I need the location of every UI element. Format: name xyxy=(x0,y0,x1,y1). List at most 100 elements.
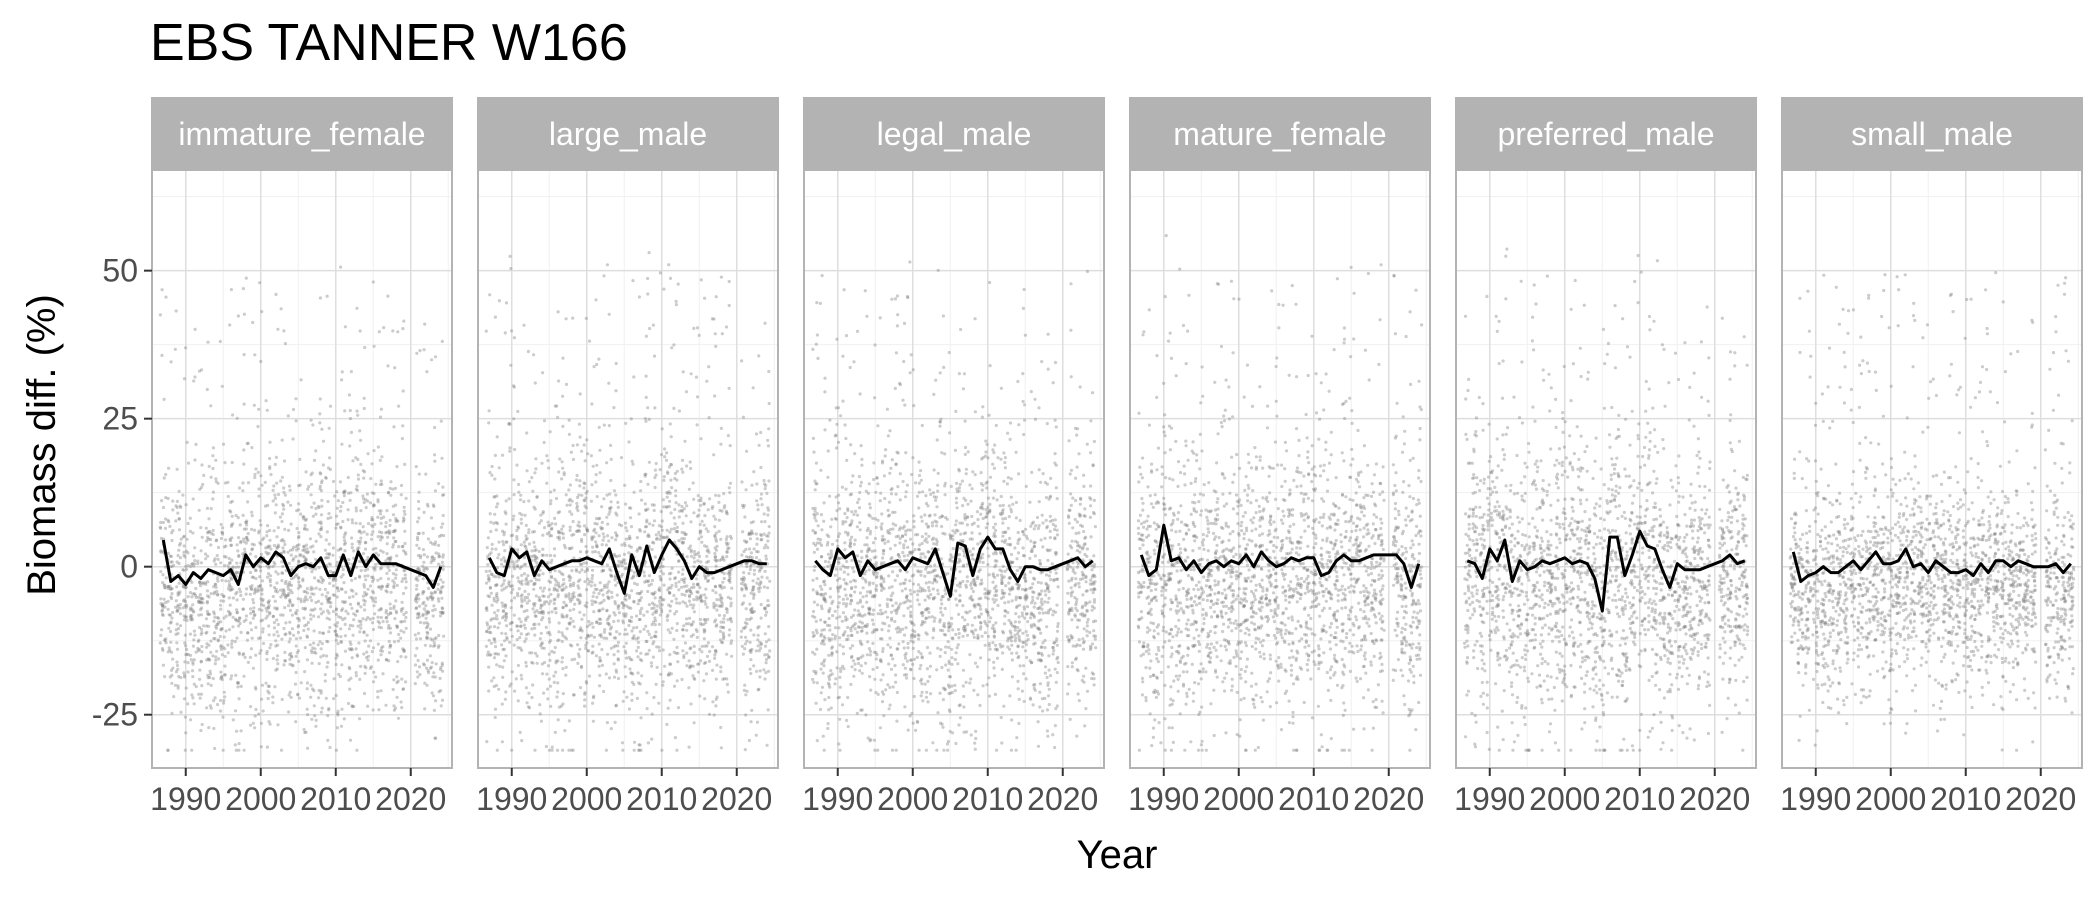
data-point xyxy=(812,600,817,604)
data-point xyxy=(492,676,496,680)
data-point xyxy=(846,695,850,700)
data-point xyxy=(840,485,845,489)
data-point xyxy=(376,553,381,557)
data-point xyxy=(683,577,687,581)
data-point xyxy=(312,614,316,618)
data-point xyxy=(639,716,643,720)
data-point xyxy=(838,636,842,640)
data-point xyxy=(258,541,262,545)
data-point xyxy=(861,605,865,609)
data-point xyxy=(169,560,173,564)
data-point xyxy=(312,704,316,708)
data-point xyxy=(865,550,870,554)
data-point xyxy=(179,505,183,509)
data-point xyxy=(665,722,669,727)
data-point xyxy=(570,569,574,573)
data-point xyxy=(311,646,315,650)
data-point xyxy=(493,315,497,319)
data-point xyxy=(170,531,174,535)
data-point xyxy=(185,615,189,619)
data-point xyxy=(401,606,405,611)
data-point xyxy=(659,569,663,573)
data-point xyxy=(661,572,666,576)
data-point xyxy=(439,525,443,529)
data-point xyxy=(492,684,496,689)
data-point xyxy=(855,630,860,634)
data-point xyxy=(486,563,490,567)
data-point xyxy=(578,435,582,439)
data-point xyxy=(609,727,613,731)
data-point xyxy=(314,506,318,511)
data-point xyxy=(379,615,383,620)
data-point xyxy=(765,604,770,608)
data-point xyxy=(593,583,597,587)
data-point xyxy=(510,574,515,579)
data-point xyxy=(304,543,308,547)
data-point xyxy=(680,592,684,597)
data-point xyxy=(248,655,252,660)
data-point xyxy=(647,417,651,421)
data-point xyxy=(601,538,605,542)
data-point xyxy=(231,596,235,600)
data-point xyxy=(347,678,351,682)
data-point xyxy=(699,593,703,597)
data-point xyxy=(164,517,168,521)
data-point xyxy=(601,532,605,536)
data-point xyxy=(513,689,517,693)
data-point xyxy=(364,593,368,597)
data-point xyxy=(422,600,426,604)
data-point xyxy=(271,656,275,661)
data-point xyxy=(166,496,170,501)
data-point xyxy=(378,567,383,571)
data-point xyxy=(228,539,233,543)
data-point xyxy=(849,521,854,526)
data-point xyxy=(687,487,692,491)
data-point xyxy=(635,536,639,540)
data-point xyxy=(283,659,287,663)
data-point xyxy=(175,663,180,668)
data-point xyxy=(487,689,491,693)
data-point xyxy=(422,348,426,352)
data-point xyxy=(730,654,734,658)
data-point xyxy=(706,617,710,622)
data-point xyxy=(357,619,361,623)
data-point xyxy=(213,696,217,700)
data-point xyxy=(352,704,356,709)
data-point xyxy=(417,472,421,476)
data-point xyxy=(294,554,298,559)
data-point xyxy=(422,590,426,594)
data-point xyxy=(668,631,672,635)
data-point xyxy=(564,382,569,386)
data-point xyxy=(202,473,206,477)
data-point xyxy=(571,619,575,623)
data-point xyxy=(417,612,421,616)
data-point xyxy=(549,499,553,503)
data-point xyxy=(502,543,506,547)
data-point xyxy=(615,513,619,517)
data-point xyxy=(845,597,850,601)
data-point xyxy=(363,345,367,350)
data-point xyxy=(306,550,310,554)
data-point xyxy=(324,538,328,542)
data-point xyxy=(230,642,234,646)
data-point xyxy=(201,601,205,605)
data-point xyxy=(836,589,840,593)
data-point xyxy=(752,596,756,600)
data-point xyxy=(747,738,752,743)
data-point xyxy=(700,519,704,524)
data-point xyxy=(705,379,709,383)
data-point xyxy=(591,719,596,723)
data-point xyxy=(674,584,678,589)
data-point xyxy=(363,590,367,595)
data-point xyxy=(394,519,398,523)
data-point xyxy=(414,596,418,601)
data-point xyxy=(424,609,428,614)
data-point xyxy=(314,567,318,571)
data-point xyxy=(319,527,323,532)
data-point xyxy=(169,587,173,591)
data-point xyxy=(730,639,734,643)
data-point xyxy=(391,329,395,333)
x-tick-label: 2000 xyxy=(225,781,296,817)
data-point xyxy=(501,609,505,614)
data-point xyxy=(251,609,255,614)
